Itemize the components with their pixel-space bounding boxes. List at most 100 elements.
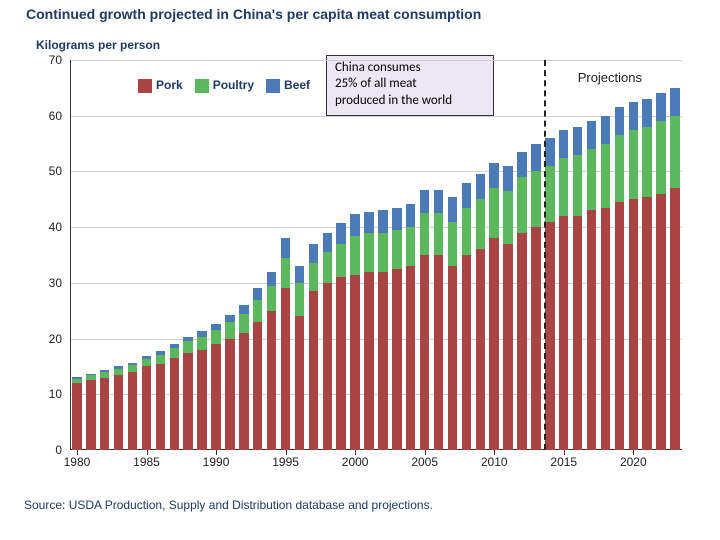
y-tick-label: 70 — [32, 53, 62, 67]
bar-segment-pork — [100, 378, 109, 450]
bar — [323, 233, 332, 450]
y-tick-label: 50 — [32, 164, 62, 178]
bar-segment-poultry — [100, 372, 109, 378]
bar-segment-poultry — [476, 199, 485, 249]
y-axis-label: Kilograms per person — [36, 38, 160, 52]
bar-segment-pork — [142, 366, 151, 450]
bar-segment-beef — [462, 183, 471, 208]
bar-segment-beef — [267, 272, 276, 286]
x-tick-label: 1990 — [203, 455, 230, 469]
bar — [545, 138, 554, 450]
bar — [336, 223, 345, 450]
bar-segment-poultry — [573, 155, 582, 216]
bar-segment-poultry — [392, 230, 401, 269]
y-axis — [70, 60, 71, 450]
bar — [489, 163, 498, 450]
bar-segment-pork — [517, 233, 526, 450]
bar-segment-poultry — [183, 341, 192, 352]
bar-segment-poultry — [156, 355, 165, 364]
bar-segment-beef — [587, 121, 596, 149]
bar-segment-beef — [378, 210, 387, 232]
bar-segment-poultry — [86, 375, 95, 380]
bar — [670, 88, 679, 450]
bar-segment-pork — [86, 380, 95, 450]
bar-segment-pork — [559, 216, 568, 450]
bar-segment-pork — [183, 353, 192, 451]
bar-segment-poultry — [295, 283, 304, 316]
x-tick-label: 1980 — [64, 455, 91, 469]
bar-segment-pork — [392, 269, 401, 450]
bar-segment-pork — [295, 316, 304, 450]
bar-segment-poultry — [378, 233, 387, 272]
bar — [197, 331, 206, 450]
bar-segment-pork — [448, 266, 457, 450]
bar-segment-poultry — [128, 365, 137, 372]
bar-segment-beef — [434, 190, 443, 213]
bar-segment-pork — [323, 283, 332, 450]
bar — [642, 99, 651, 450]
bar-segment-pork — [281, 288, 290, 450]
bar-segment-pork — [531, 227, 540, 450]
y-tick-label: 40 — [32, 220, 62, 234]
projections-label: Projections — [578, 70, 642, 85]
bar-segment-pork — [225, 339, 234, 450]
bar-segment-pork — [587, 210, 596, 450]
bar-segment-beef — [642, 99, 651, 127]
bar-segment-pork — [239, 333, 248, 450]
bar-segment-poultry — [642, 127, 651, 197]
bar — [100, 370, 109, 450]
bar — [656, 93, 665, 450]
bar-segment-poultry — [364, 233, 373, 272]
bar-segment-beef — [309, 244, 318, 264]
bar-segment-poultry — [615, 135, 624, 202]
y-tick-label: 10 — [32, 387, 62, 401]
legend-swatch — [138, 79, 152, 93]
bar-segment-poultry — [72, 379, 81, 383]
bar — [239, 305, 248, 450]
bar — [86, 374, 95, 450]
bar-segment-pork — [72, 383, 81, 450]
bar — [448, 197, 457, 451]
bar-segment-pork — [114, 375, 123, 450]
bar — [309, 244, 318, 450]
bar-segment-beef — [350, 214, 359, 235]
bar-segment-pork — [406, 266, 415, 450]
bar-segment-pork — [378, 272, 387, 450]
bar-segment-poultry — [559, 158, 568, 217]
bar-segment-beef — [197, 331, 206, 337]
gridline — [70, 60, 682, 61]
bar-segment-beef — [253, 288, 262, 299]
bar-segment-poultry — [267, 286, 276, 311]
bar-segment-pork — [434, 255, 443, 450]
bar-segment-beef — [489, 163, 498, 188]
bar-segment-poultry — [350, 236, 359, 275]
bar — [350, 214, 359, 450]
bar — [531, 144, 540, 450]
bar-segment-pork — [656, 194, 665, 450]
legend-label: Poultry — [213, 78, 254, 92]
bar-segment-pork — [309, 291, 318, 450]
bar-segment-pork — [601, 208, 610, 450]
bar-segment-poultry — [170, 348, 179, 358]
bar-segment-beef — [517, 152, 526, 177]
bar — [267, 272, 276, 450]
x-tick-label: 2010 — [481, 455, 508, 469]
bar-segment-poultry — [670, 116, 679, 188]
bar-segment-beef — [211, 324, 220, 330]
bar — [156, 351, 165, 450]
y-tick-label: 60 — [32, 109, 62, 123]
bar-segment-poultry — [656, 121, 665, 193]
bar-segment-beef — [128, 363, 137, 366]
bar-segment-poultry — [531, 171, 540, 227]
bar-segment-poultry — [434, 213, 443, 255]
x-tick-label: 2020 — [620, 455, 647, 469]
bar — [364, 212, 373, 450]
bar-segment-pork — [462, 255, 471, 450]
bar — [170, 344, 179, 450]
bar-segment-beef — [615, 107, 624, 135]
legend-label: Beef — [284, 78, 310, 92]
plot-region: 0102030405060701980198519901995200020052… — [70, 60, 682, 450]
bar-segment-pork — [364, 272, 373, 450]
bar-segment-pork — [545, 222, 554, 450]
bar-segment-beef — [114, 366, 123, 368]
